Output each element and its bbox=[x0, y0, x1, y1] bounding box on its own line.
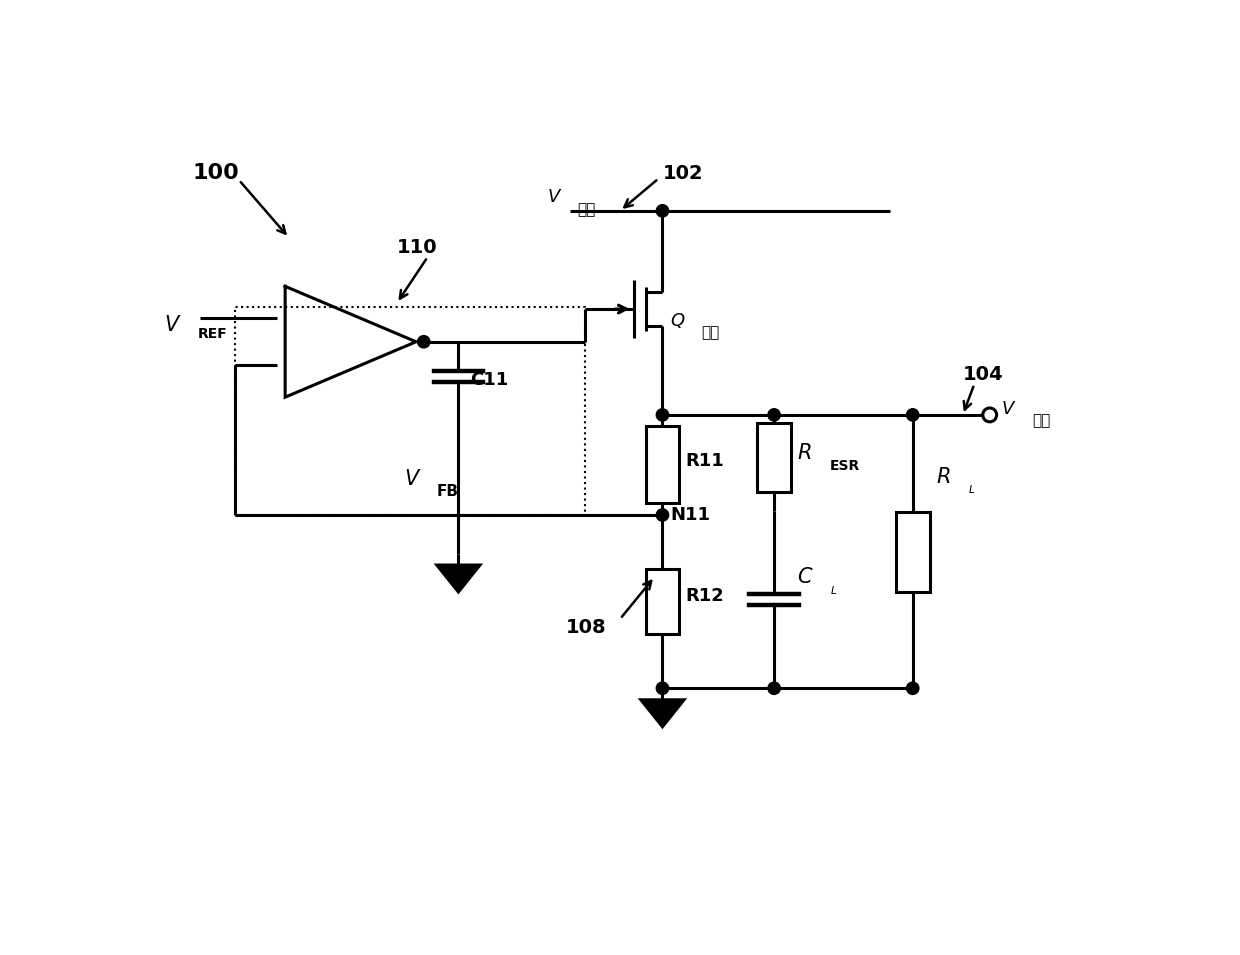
Text: 输入: 输入 bbox=[578, 202, 596, 217]
Circle shape bbox=[656, 409, 668, 421]
Circle shape bbox=[906, 409, 919, 421]
Circle shape bbox=[656, 682, 668, 694]
Bar bbox=[758, 423, 791, 492]
Text: 104: 104 bbox=[962, 365, 1003, 384]
Polygon shape bbox=[641, 700, 684, 727]
Text: $R$: $R$ bbox=[936, 466, 950, 486]
Circle shape bbox=[656, 204, 668, 217]
Text: $V$: $V$ bbox=[404, 469, 422, 489]
Bar bbox=[646, 569, 680, 634]
Text: $Q$: $Q$ bbox=[670, 310, 686, 329]
Text: $_L$: $_L$ bbox=[968, 480, 976, 496]
Bar bbox=[646, 427, 680, 503]
Circle shape bbox=[768, 409, 780, 421]
Text: $R$: $R$ bbox=[797, 443, 812, 463]
Text: $_L$: $_L$ bbox=[830, 583, 837, 597]
Bar bbox=[895, 512, 930, 591]
Text: $V$: $V$ bbox=[1001, 400, 1017, 417]
Circle shape bbox=[768, 682, 780, 694]
Text: 110: 110 bbox=[397, 238, 438, 257]
Text: 102: 102 bbox=[662, 163, 703, 182]
Circle shape bbox=[656, 509, 668, 521]
Text: $V$: $V$ bbox=[547, 188, 562, 206]
Text: FB: FB bbox=[436, 484, 459, 499]
Circle shape bbox=[983, 408, 997, 422]
Circle shape bbox=[906, 682, 919, 694]
Text: 传输: 传输 bbox=[701, 325, 719, 340]
Text: 100: 100 bbox=[192, 162, 239, 182]
Text: ESR: ESR bbox=[830, 459, 859, 474]
Polygon shape bbox=[436, 565, 480, 592]
Circle shape bbox=[418, 335, 430, 348]
Text: $C$: $C$ bbox=[797, 566, 813, 586]
Text: C11: C11 bbox=[470, 371, 508, 390]
Text: N11: N11 bbox=[670, 506, 711, 524]
Text: $V$: $V$ bbox=[164, 315, 182, 335]
Text: 输出: 输出 bbox=[1032, 413, 1050, 428]
Text: R11: R11 bbox=[686, 452, 724, 470]
Text: 108: 108 bbox=[567, 618, 606, 637]
Text: REF: REF bbox=[198, 327, 228, 341]
Bar bbox=[236, 308, 585, 515]
Text: R12: R12 bbox=[686, 587, 724, 605]
